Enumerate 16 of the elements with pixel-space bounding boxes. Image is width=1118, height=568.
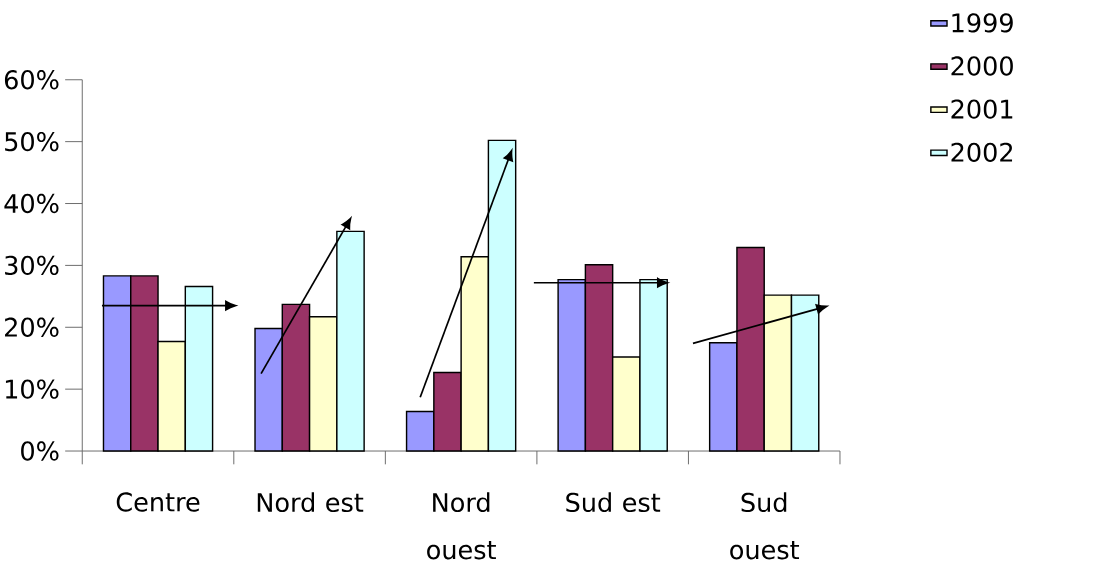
x-tick-label: Nord est	[257, 492, 364, 513]
legend-label: 2000	[951, 56, 1013, 76]
y-tick-label: 40%	[4, 193, 59, 214]
y-tick-label: 30%	[5, 255, 59, 276]
legend-label: 2001	[951, 99, 1013, 119]
legend-label: 2002	[951, 142, 1013, 163]
x-tick-label: Nord ouest	[427, 492, 496, 560]
y-tick-label: 20%	[5, 317, 59, 338]
y-tick-label: 0%	[21, 441, 59, 461]
x-tick-label: Sud est	[566, 492, 661, 513]
y-tick-label: 10%	[5, 379, 59, 399]
x-tick-label: Sud ouest	[730, 492, 800, 560]
y-tick-label: 50%	[5, 132, 59, 152]
y-tick-label: 60%	[4, 70, 59, 90]
x-tick-label: Centre	[116, 492, 200, 512]
legend-label: 1999	[952, 13, 1013, 33]
